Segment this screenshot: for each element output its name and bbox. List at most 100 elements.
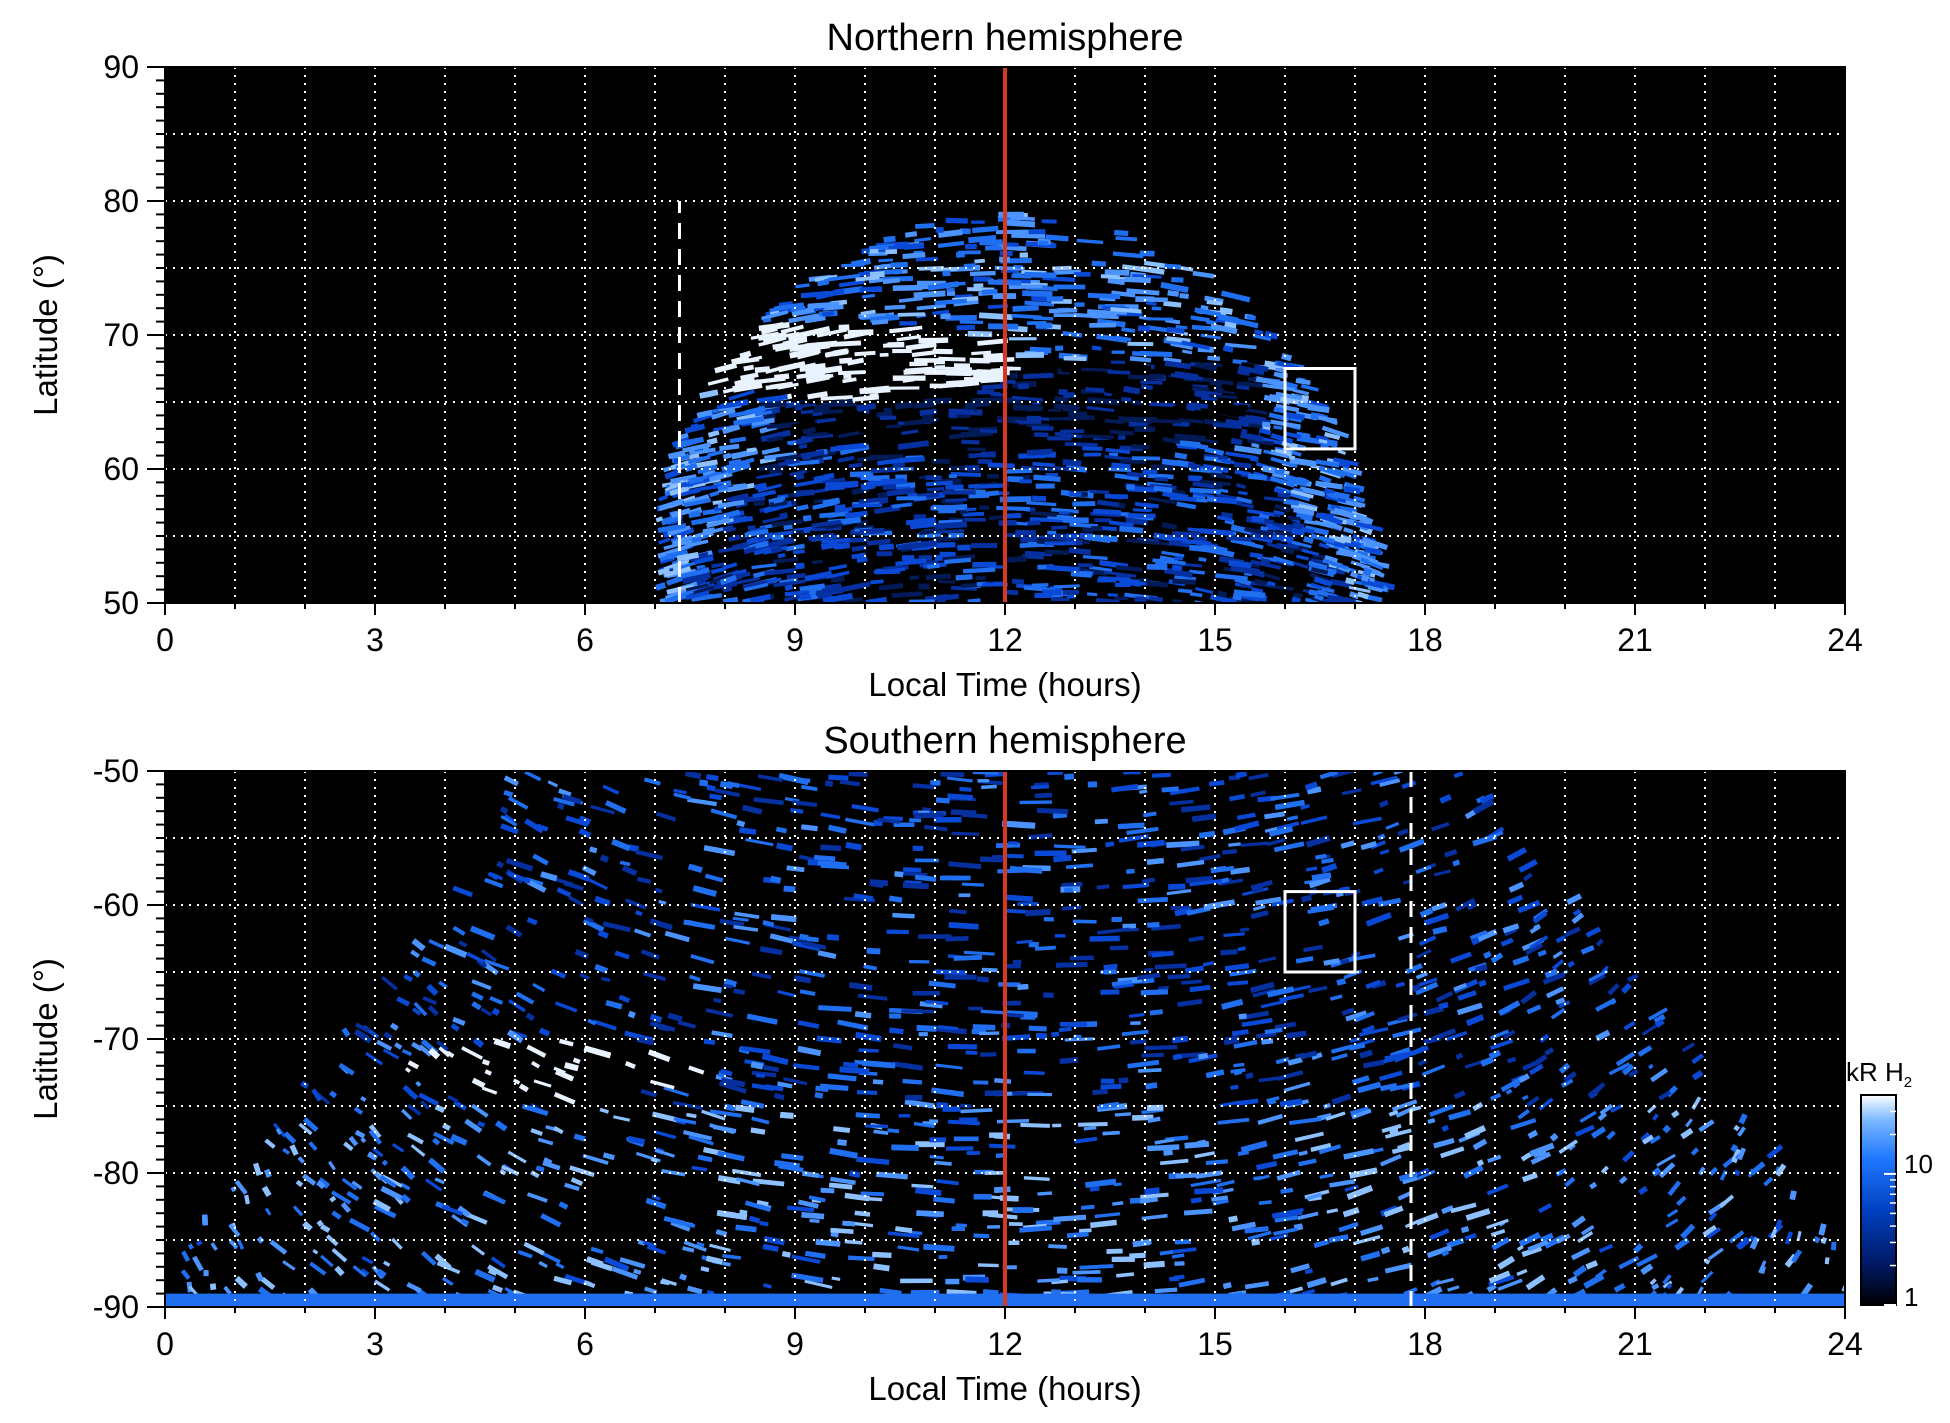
- south-emission-stroke: [346, 1190, 360, 1202]
- north-emission-stroke: [1213, 409, 1238, 418]
- south-emission-stroke: [1318, 918, 1330, 927]
- south-emission-stroke: [1304, 781, 1318, 791]
- south-emission-stroke: [1388, 1109, 1399, 1117]
- north-emission-stroke: [1224, 321, 1237, 329]
- south-emission-stroke: [400, 1165, 416, 1181]
- south-emission-stroke: [854, 1011, 872, 1019]
- south-emission-stroke: [578, 827, 592, 839]
- north-emission-stroke: [1343, 485, 1361, 495]
- south-emission-stroke: [1352, 816, 1382, 826]
- north-emission-stroke: [800, 449, 825, 459]
- north-ylabel: Latitude (°): [27, 254, 64, 416]
- south-emission-stroke: [690, 902, 721, 912]
- north-emission-stroke: [661, 515, 682, 526]
- south-emission-stroke: [1426, 1245, 1453, 1259]
- south-emission-stroke: [1112, 1201, 1124, 1206]
- north-emission-stroke: [995, 229, 1029, 235]
- north-emission-stroke: [1104, 493, 1129, 499]
- south-emission-stroke: [602, 784, 620, 795]
- north-emission-stroke: [894, 395, 926, 402]
- south-emission-stroke: [1023, 1070, 1045, 1076]
- north-emission-stroke: [925, 480, 953, 487]
- north-emission-stroke: [688, 510, 701, 519]
- south-emission-stroke: [391, 1237, 403, 1250]
- south-emission-stroke: [1084, 1178, 1117, 1188]
- south-emission-stroke: [261, 1185, 272, 1197]
- north-emission-stroke: [841, 262, 865, 268]
- north-emission-stroke: [727, 534, 741, 542]
- south-emission-stroke: [427, 1157, 446, 1174]
- south-emission-stroke: [1758, 1260, 1767, 1274]
- south-emission-stroke: [1637, 1045, 1653, 1057]
- north-emission-stroke: [883, 235, 896, 243]
- south-emission-stroke: [902, 882, 929, 890]
- south-emission-stroke: [255, 1271, 264, 1282]
- south-emission-stroke: [1276, 821, 1300, 831]
- south-emission-stroke: [1662, 1124, 1672, 1134]
- north-emission-stroke: [1207, 355, 1221, 361]
- south-emission-stroke: [1273, 1227, 1298, 1236]
- south-emission-stroke: [1210, 865, 1227, 874]
- north-emission-stroke: [1031, 425, 1054, 431]
- north-emission-stroke: [754, 366, 771, 374]
- south-emission-stroke: [1096, 884, 1110, 890]
- south-emission-stroke: [683, 1240, 707, 1252]
- north-emission-stroke: [747, 524, 756, 531]
- north-emission-stroke: [728, 458, 742, 465]
- south-emission-stroke: [302, 1117, 319, 1133]
- north-emission-stroke: [1108, 520, 1134, 528]
- south-emission-stroke: [947, 793, 973, 801]
- south-emission-stroke: [642, 1240, 657, 1248]
- south-emission-stroke: [1455, 897, 1476, 912]
- north-emission-stroke: [710, 407, 736, 420]
- south-emission-stroke: [1150, 923, 1181, 931]
- south-emission-stroke: [916, 1210, 944, 1217]
- north-emission-stroke: [828, 564, 848, 571]
- south-emission-stroke: [1360, 1250, 1381, 1262]
- south-emission-stroke: [845, 817, 876, 827]
- south-emission-stroke: [308, 1141, 318, 1151]
- south-emission-stroke: [684, 771, 702, 780]
- north-emission-stroke: [1241, 361, 1255, 369]
- north-title: Northern hemisphere: [827, 17, 1184, 59]
- south-emission-stroke: [1544, 968, 1559, 979]
- north-emission-stroke: [771, 519, 803, 527]
- north-emission-stroke: [1046, 564, 1080, 573]
- south-emission-stroke: [1151, 772, 1171, 778]
- south-emission-stroke: [1216, 1179, 1235, 1188]
- south-emission-stroke: [818, 1005, 852, 1012]
- south-emission-stroke: [843, 1061, 859, 1068]
- north-emission-stroke: [1019, 542, 1044, 549]
- south-emission-stroke: [406, 1132, 424, 1145]
- south-emission-stroke: [1323, 958, 1340, 966]
- north-emission-stroke: [962, 567, 996, 574]
- south-emission-stroke: [540, 871, 558, 882]
- south-emission-stroke: [602, 921, 631, 933]
- south-emission-stroke: [887, 1231, 920, 1239]
- south-emission-stroke: [817, 950, 837, 960]
- south-emission-stroke: [1791, 1249, 1803, 1263]
- south-emission-stroke: [1671, 1110, 1680, 1119]
- south-emission-stroke: [1552, 950, 1564, 959]
- north-emission-stroke: [657, 523, 687, 533]
- south-emission-stroke: [1551, 959, 1565, 971]
- north-emission-stroke: [1061, 366, 1071, 373]
- north-x-tick-label: 15: [1197, 622, 1233, 658]
- south-emission-stroke: [1607, 983, 1620, 996]
- south-emission-stroke: [477, 1121, 486, 1128]
- south-emission-stroke: [1599, 1103, 1614, 1116]
- north-emission-stroke: [1192, 385, 1210, 392]
- north-emission-stroke: [1064, 442, 1098, 447]
- south-emission-stroke: [1097, 1044, 1121, 1051]
- south-emission-stroke: [1384, 1262, 1413, 1274]
- south-emission-stroke: [481, 1059, 490, 1066]
- south-emission-stroke: [1248, 772, 1269, 781]
- south-emission-stroke: [814, 1091, 824, 1099]
- south-emission-stroke: [902, 1078, 923, 1085]
- south-emission-stroke: [330, 1190, 352, 1205]
- south-emission-stroke: [792, 940, 821, 952]
- south-emission-stroke: [381, 976, 398, 991]
- south-emission-stroke: [1097, 927, 1130, 935]
- north-emission-stroke: [1328, 492, 1339, 500]
- south-emission-stroke: [1489, 1029, 1510, 1040]
